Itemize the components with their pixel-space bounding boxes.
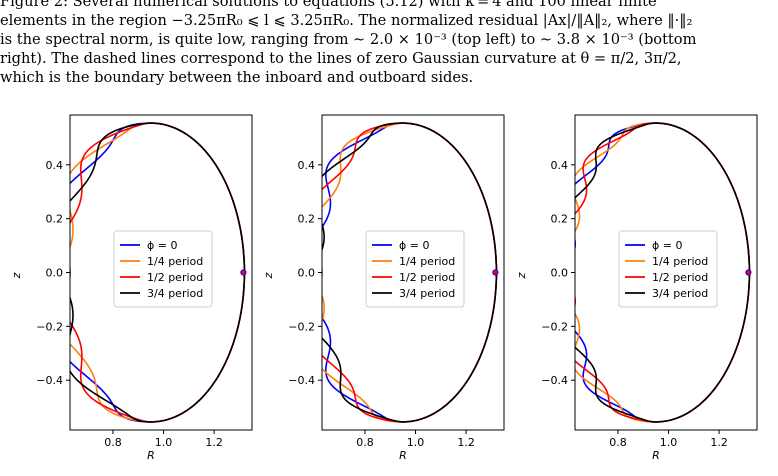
legend-label: 1/4 period [147,255,203,268]
series-line-4 [70,122,246,423]
chart-panel-3: 0.8 1.0 1.2 −0.4 −0.2 0.0 0.2 0.4 Rz ϕ = 0 1/4 per… [515,114,758,462]
curves-group [575,122,751,423]
legend-label: 1/4 period [399,255,455,268]
figure-caption: Figure 2: Several numerical solutions to… [0,0,778,90]
x-tick-label: 0.8 [356,436,374,449]
y-tick-label: 0.2 [46,213,64,226]
legend-label: 1/4 period [652,255,708,268]
legend-label: 3/4 period [147,287,203,300]
x-tick-label: 1.0 [407,436,425,449]
legend: ϕ = 0 1/4 period 1/2 period 3/4 period [618,230,718,308]
figure-svg: 0.8 1.0 1.2 −0.4 −0.2 0.0 0.2 0.4 Rz ϕ = 0 1/4 per… [10,114,758,462]
y-tick-label: 0.4 [551,159,569,172]
y-tick-label: −0.2 [288,320,315,333]
y-axis-label: z [10,272,23,279]
x-tick-label: 1.2 [710,436,728,449]
outboard-point-marker [745,269,752,276]
outboard-point-marker [240,269,247,276]
caption-line-1: Figure 2: Several numerical solutions to… [0,0,657,10]
curves-group [322,122,498,423]
x-tick-label: 1.0 [660,436,678,449]
legend-label: 1/2 period [399,271,455,284]
x-tick-label: 1.2 [457,436,475,449]
y-tick-label: −0.2 [36,320,63,333]
y-tick-label: 0.0 [46,267,64,280]
legend-label: 3/4 period [652,287,708,300]
legend-label: ϕ = 0 [399,239,429,252]
y-axis-label: z [262,272,275,279]
y-axis-label: z [515,272,528,279]
y-tick-label: 0.4 [298,159,316,172]
legend-label: 1/2 period [652,271,708,284]
caption-line-2: elements in the region −3.25πR₀ ⩽ l ⩽ 3.… [0,12,693,29]
y-tick-label: 0.2 [298,213,316,226]
y-tick-label: 0.0 [298,267,316,280]
legend-label: ϕ = 0 [652,239,682,252]
chart-panel-1: 0.8 1.0 1.2 −0.4 −0.2 0.0 0.2 0.4 Rz ϕ = 0 1/4 per… [10,114,253,462]
caption-line-3: is the spectral norm, is quite low, rang… [0,31,697,48]
series-line-4 [575,122,751,423]
series-line-4 [322,122,498,423]
legend-label: 1/2 period [147,271,203,284]
legend: ϕ = 0 1/4 period 1/2 period 3/4 period [365,230,465,308]
x-axis-label: R [147,449,155,462]
legend-box [365,230,465,308]
x-tick-label: 1.2 [205,436,223,449]
legend-box [113,230,213,308]
y-tick-label: 0.2 [551,213,569,226]
x-tick-label: 0.8 [104,436,122,449]
outboard-point-marker [492,269,499,276]
y-tick-label: −0.4 [288,374,315,387]
caption-line-5: which is the boundary between the inboar… [0,69,474,86]
y-tick-label: 0.4 [46,159,64,172]
chart-panel-2: 0.8 1.0 1.2 −0.4 −0.2 0.0 0.2 0.4 Rz ϕ = 0 1/4 per… [262,114,505,462]
x-axis-label: R [652,449,660,462]
caption-line-4: right). The dashed lines correspond to t… [0,50,682,67]
curves-group [70,122,246,423]
x-axis-label: R [399,449,407,462]
legend: ϕ = 0 1/4 period 1/2 period 3/4 period [113,230,213,308]
x-tick-label: 0.8 [609,436,627,449]
y-tick-label: −0.2 [541,320,568,333]
y-tick-label: −0.4 [36,374,63,387]
legend-label: ϕ = 0 [147,239,177,252]
y-tick-label: −0.4 [541,374,568,387]
legend-box [618,230,718,308]
y-tick-label: 0.0 [551,267,569,280]
legend-label: 3/4 period [399,287,455,300]
x-tick-label: 1.0 [155,436,173,449]
